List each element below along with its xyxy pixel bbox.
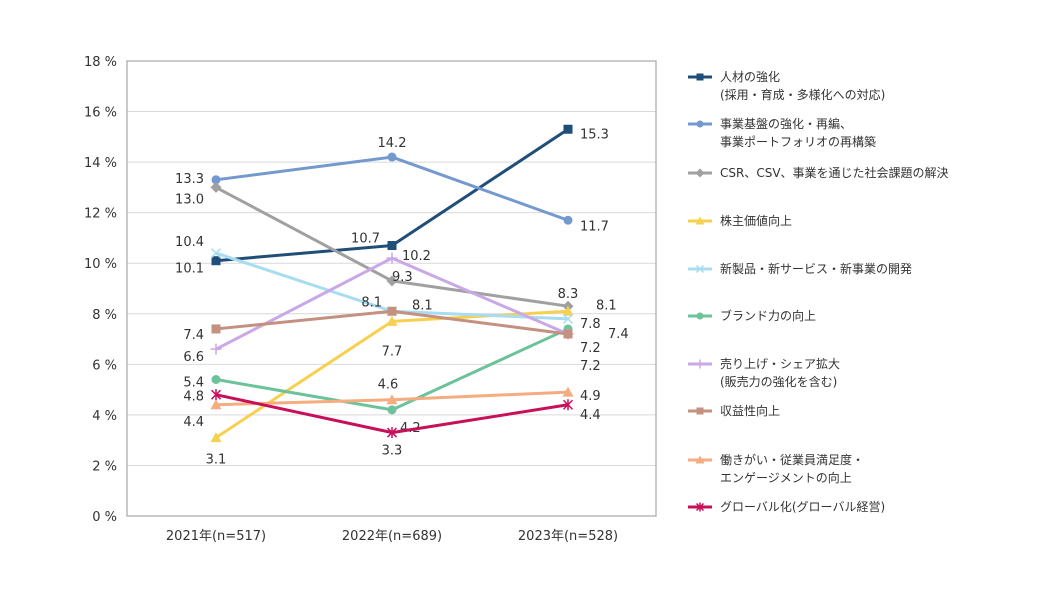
legend-marker — [695, 264, 705, 274]
y-tick-label: 18 % — [84, 55, 117, 70]
data-label: 11.7 — [580, 219, 609, 234]
data-point — [211, 375, 221, 384]
data-point — [210, 181, 222, 193]
data-label: 3.3 — [382, 444, 403, 459]
data-point — [387, 152, 397, 162]
data-label: 15.3 — [580, 127, 609, 142]
y-tick-label: 0 % — [92, 510, 117, 525]
y-tick-label: 10 % — [84, 257, 117, 272]
data-label: 8.1 — [596, 298, 617, 313]
data-label: 4.4 — [580, 408, 601, 423]
legend-entry: ブランド力の向上 — [720, 308, 816, 323]
data-label: 7.2 — [580, 359, 601, 374]
legend-entry: 収益性向上 — [720, 403, 780, 418]
series-line — [215, 155, 569, 222]
data-point — [210, 432, 222, 443]
y-tick-label: 14 % — [84, 156, 117, 171]
data-label: 4.6 — [378, 378, 399, 393]
data-point — [563, 215, 573, 225]
data-point — [387, 306, 397, 316]
data-label: 7.8 — [580, 317, 601, 332]
x-tick-label: 2022年(n=689) — [342, 529, 442, 544]
data-point — [210, 399, 222, 410]
legend-entry: CSR、CSV、事業を通じた社会課題の解決 — [720, 165, 949, 180]
data-point — [210, 389, 222, 401]
data-label: 4.9 — [580, 389, 601, 404]
data-point — [211, 256, 221, 266]
legend-marker — [695, 216, 705, 225]
data-label: 6.6 — [183, 350, 204, 365]
legend-marker — [696, 312, 704, 320]
legend-entry: 働きがい・従業員満足度・エンゲージメントの向上 — [720, 452, 864, 485]
data-label: 7.4 — [608, 327, 629, 342]
y-tick-label: 8 % — [92, 308, 117, 323]
legend-marker — [695, 502, 705, 512]
data-point — [387, 405, 397, 415]
data-point — [562, 399, 574, 411]
data-label: 10.2 — [402, 249, 431, 264]
series-line — [215, 309, 569, 439]
data-point — [386, 394, 398, 405]
data-label: 13.3 — [175, 172, 204, 187]
data-label: 8.1 — [412, 298, 433, 313]
data-label: 3.1 — [206, 453, 227, 468]
y-tick-label: 16 % — [84, 106, 117, 121]
data-label: 4.4 — [183, 415, 204, 430]
data-label: 8.3 — [558, 287, 579, 302]
legend-entry: 株主価値向上 — [720, 213, 792, 228]
y-tick-label: 12 % — [84, 207, 117, 222]
data-point — [563, 329, 573, 339]
legend-entry: 売り上げ・シェア拡大(販売力の強化を含む) — [720, 356, 840, 389]
data-label: 8.1 — [361, 295, 382, 310]
legend-entry: 新製品・新サービス・新事業の開発 — [720, 261, 912, 276]
y-tick-label: 6 % — [92, 358, 117, 373]
legend-marker — [696, 120, 704, 128]
legend-marker — [695, 359, 705, 369]
data-point — [562, 305, 574, 316]
data-label: 4.8 — [183, 390, 204, 405]
data-point — [210, 343, 222, 355]
data-point — [386, 427, 398, 439]
data-point — [562, 313, 574, 324]
legend-marker — [696, 407, 704, 415]
data-label: 10.7 — [351, 232, 380, 247]
y-tick-label: 4 % — [92, 409, 117, 424]
data-label: 7.2 — [580, 341, 601, 356]
data-point — [386, 275, 398, 287]
data-label: 5.4 — [183, 376, 204, 391]
data-label: 14.2 — [378, 136, 407, 151]
data-label: 10.1 — [175, 262, 204, 277]
data-label: 10.4 — [175, 235, 204, 250]
data-point — [562, 386, 574, 397]
data-label: 9.3 — [392, 270, 413, 285]
data-label: 7.7 — [382, 344, 403, 359]
legend-entry: 人材の強化(採用・育成・多様化への対応) — [720, 70, 885, 102]
data-point — [563, 124, 573, 134]
legend-marker — [695, 455, 705, 464]
data-point — [386, 252, 398, 264]
plot-frame — [126, 60, 657, 517]
x-tick-label: 2021年(n=517) — [166, 529, 266, 544]
data-point — [211, 324, 221, 334]
data-point — [386, 315, 398, 326]
y-tick-label: 2 % — [92, 459, 117, 474]
data-point — [387, 241, 397, 251]
data-point — [210, 248, 222, 259]
legend-entry: グローバル化(グローバル経営) — [720, 500, 885, 514]
x-tick-label: 2023年(n=528) — [518, 529, 618, 544]
legend-marker — [695, 168, 705, 178]
data-label: 7.4 — [183, 328, 204, 343]
legend-entry: 事業基盤の強化・再編、事業ポートフォリオの再構築 — [720, 116, 876, 149]
data-label: 13.0 — [175, 192, 204, 207]
legend-marker — [696, 73, 704, 81]
data-point — [211, 175, 221, 185]
